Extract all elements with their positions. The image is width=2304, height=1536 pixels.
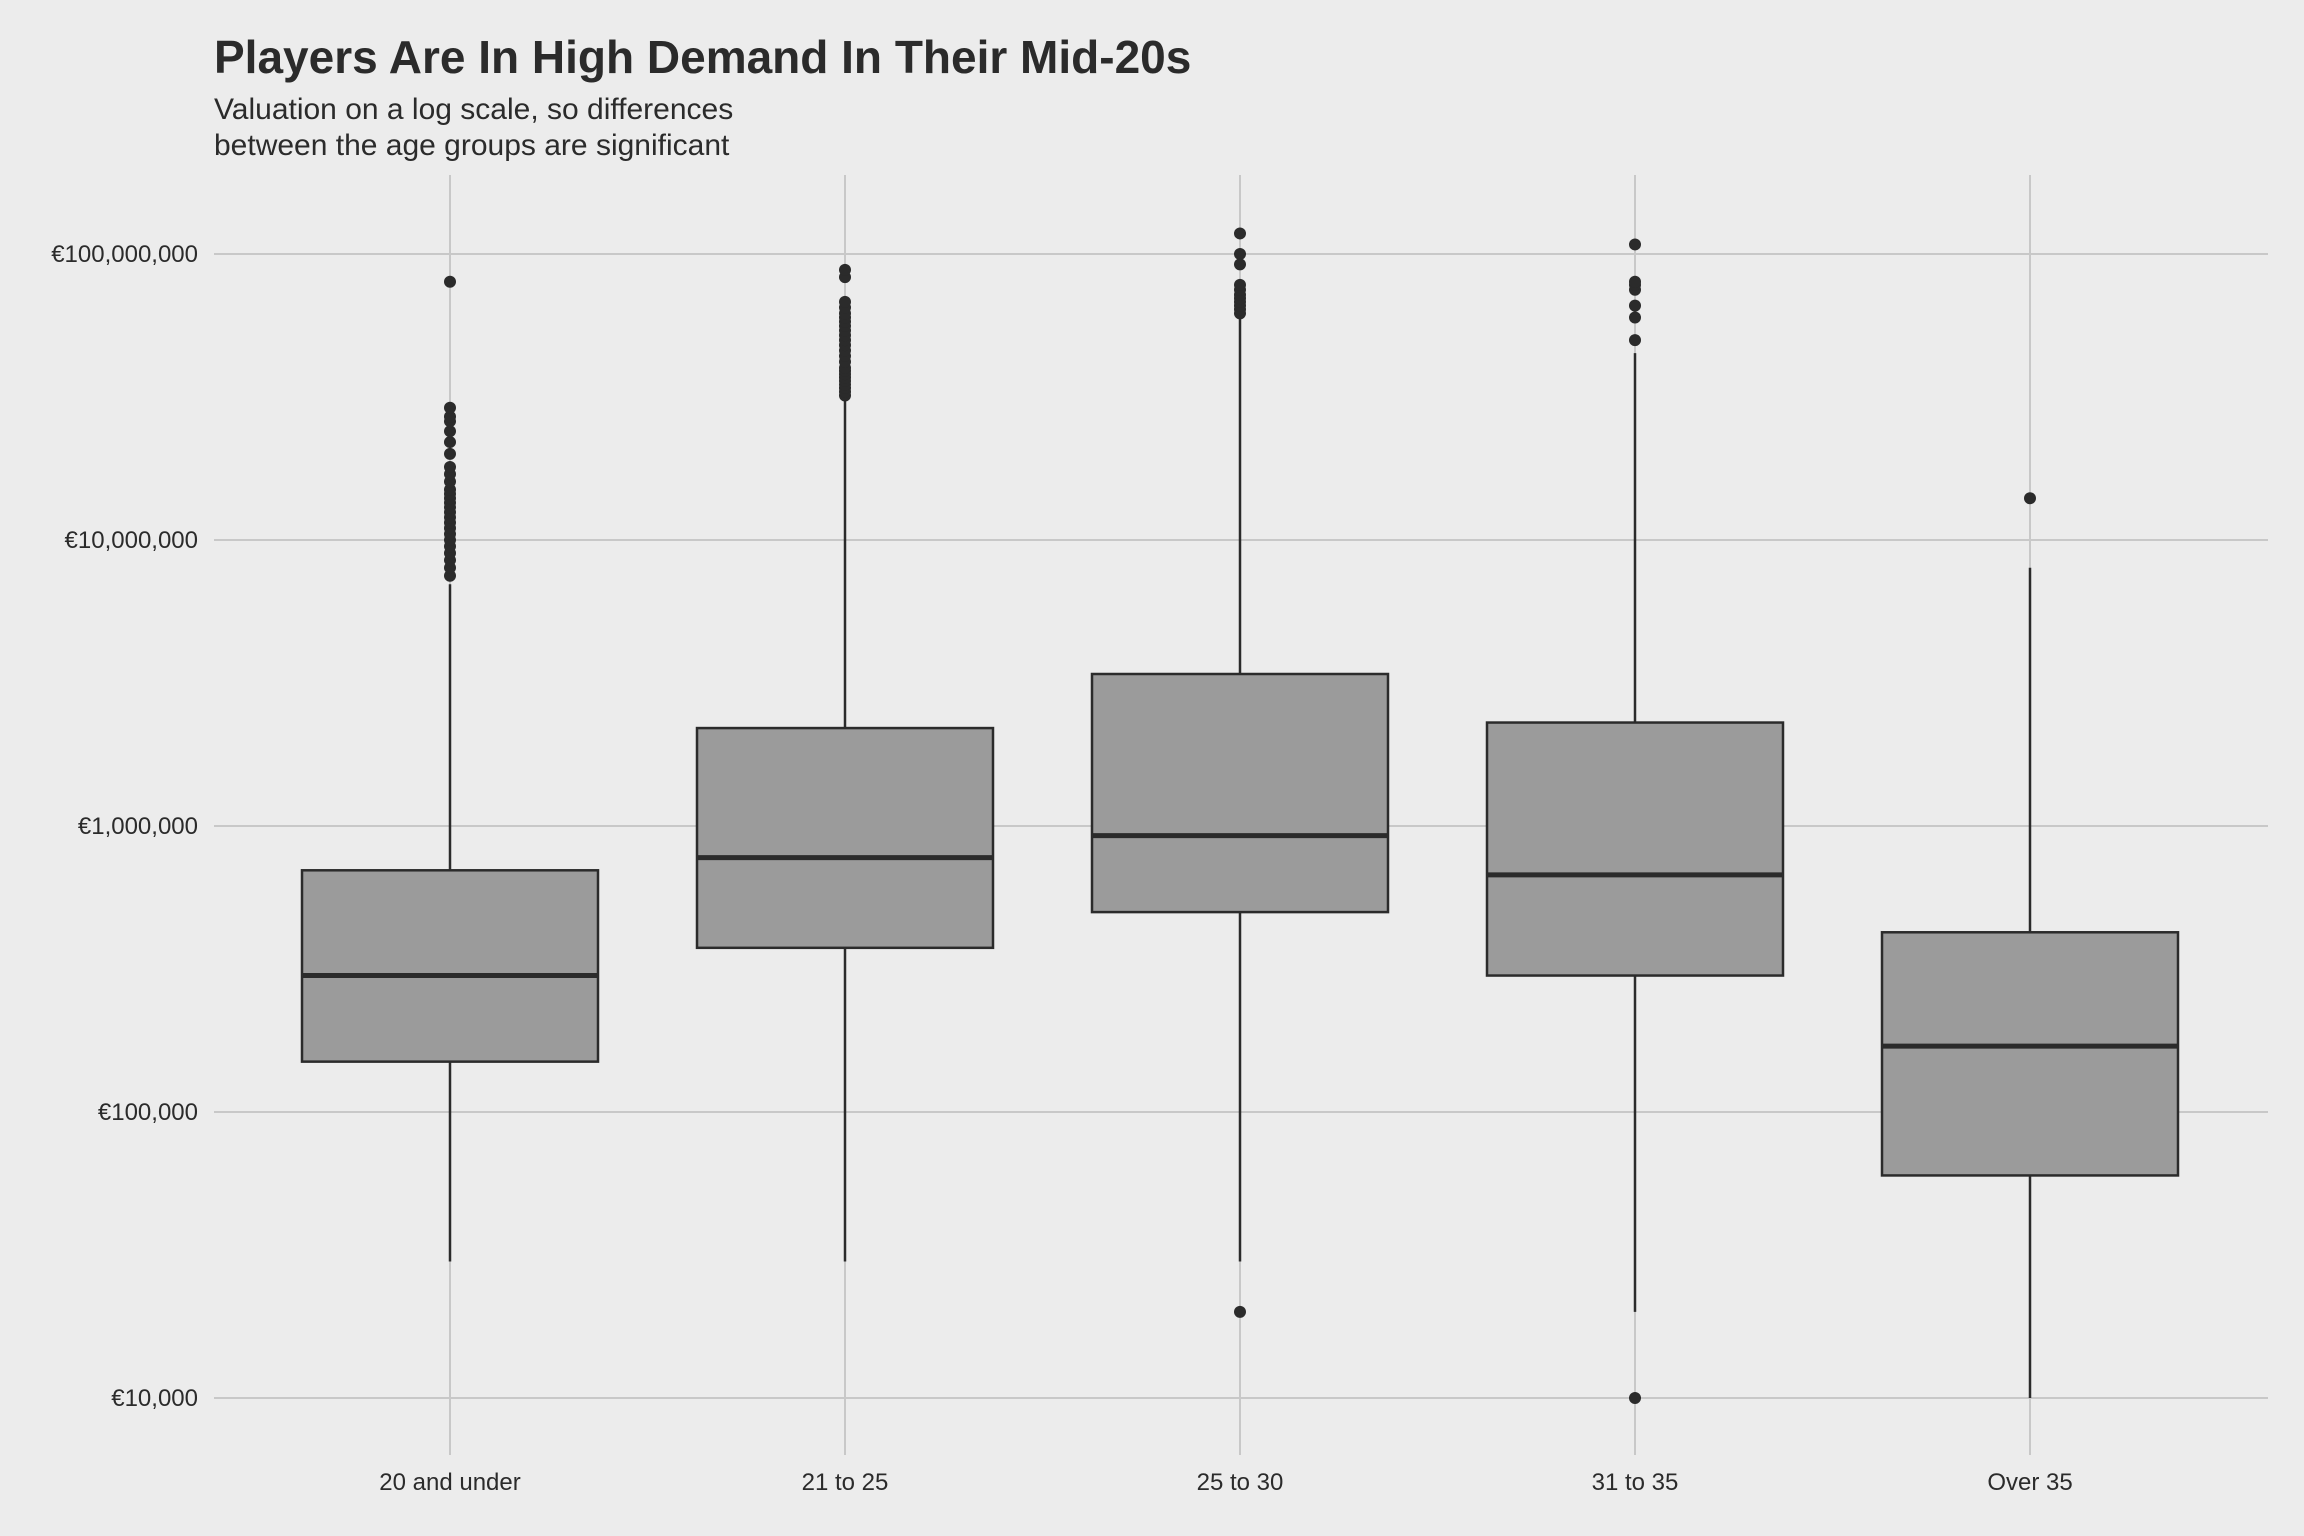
chart-title: Players Are In High Demand In Their Mid-… — [214, 31, 1192, 83]
box-iqr — [1485, 721, 1785, 977]
y-tick-label: €100,000 — [98, 1099, 198, 1126]
outlier-point — [444, 401, 456, 414]
y-tick-label: €10,000,000 — [65, 527, 198, 554]
outlier-point — [1234, 227, 1246, 240]
subtitle-line-2: between the age groups are significant — [214, 129, 730, 162]
outlier-point — [1234, 1305, 1246, 1318]
outlier-point — [444, 275, 456, 288]
y-tick-label: €10,000 — [111, 1385, 198, 1412]
boxes — [300, 227, 2180, 1404]
x-tick-label: 31 to 35 — [1592, 1469, 1679, 1496]
x-tick-label: Over 35 — [1987, 1469, 2072, 1496]
outlier-point — [444, 447, 456, 460]
box-group — [1880, 492, 2180, 1398]
outlier-point — [839, 295, 851, 308]
outlier-point — [1234, 278, 1246, 291]
y-axis: €10,000 €100,000 €1,000,000 €10,000,000 €100… — [51, 241, 198, 1412]
box-iqr — [300, 869, 600, 1063]
outlier-point — [1234, 258, 1246, 271]
box-group — [695, 263, 995, 1262]
box-iqr — [1090, 672, 1390, 914]
outlier-point — [444, 425, 456, 438]
outlier-point — [1629, 334, 1641, 347]
chart-subtitle: Valuation on a log scale, so differences… — [214, 92, 1414, 164]
outlier-point — [2024, 492, 2036, 505]
box-iqr — [1880, 931, 2180, 1177]
outlier-point — [444, 460, 456, 473]
x-tick-label: 25 to 30 — [1197, 1469, 1284, 1496]
subtitle-line-1: Valuation on a log scale, so differences — [214, 93, 734, 126]
outlier-point — [1629, 299, 1641, 312]
outlier-point — [1629, 311, 1641, 324]
outlier-point — [444, 410, 456, 423]
x-tick-label: 21 to 25 — [802, 1469, 889, 1496]
outlier-point — [1629, 275, 1641, 288]
outlier-point — [444, 436, 456, 449]
outlier-point — [1234, 248, 1246, 260]
outlier-point — [1629, 1392, 1641, 1404]
box-group — [300, 275, 600, 1262]
outlier-point — [839, 263, 851, 276]
box-group — [1090, 227, 1390, 1318]
y-tick-label: €100,000,000 — [51, 241, 198, 268]
y-tick-label: €1,000,000 — [78, 813, 198, 840]
box-iqr — [695, 726, 995, 950]
x-axis: 20 and under 21 to 25 25 to 30 31 to 35 Over… — [379, 1469, 2072, 1496]
box-group — [1485, 238, 1785, 1404]
x-tick-label: 20 and under — [379, 1469, 520, 1496]
outlier-point — [1629, 238, 1641, 251]
